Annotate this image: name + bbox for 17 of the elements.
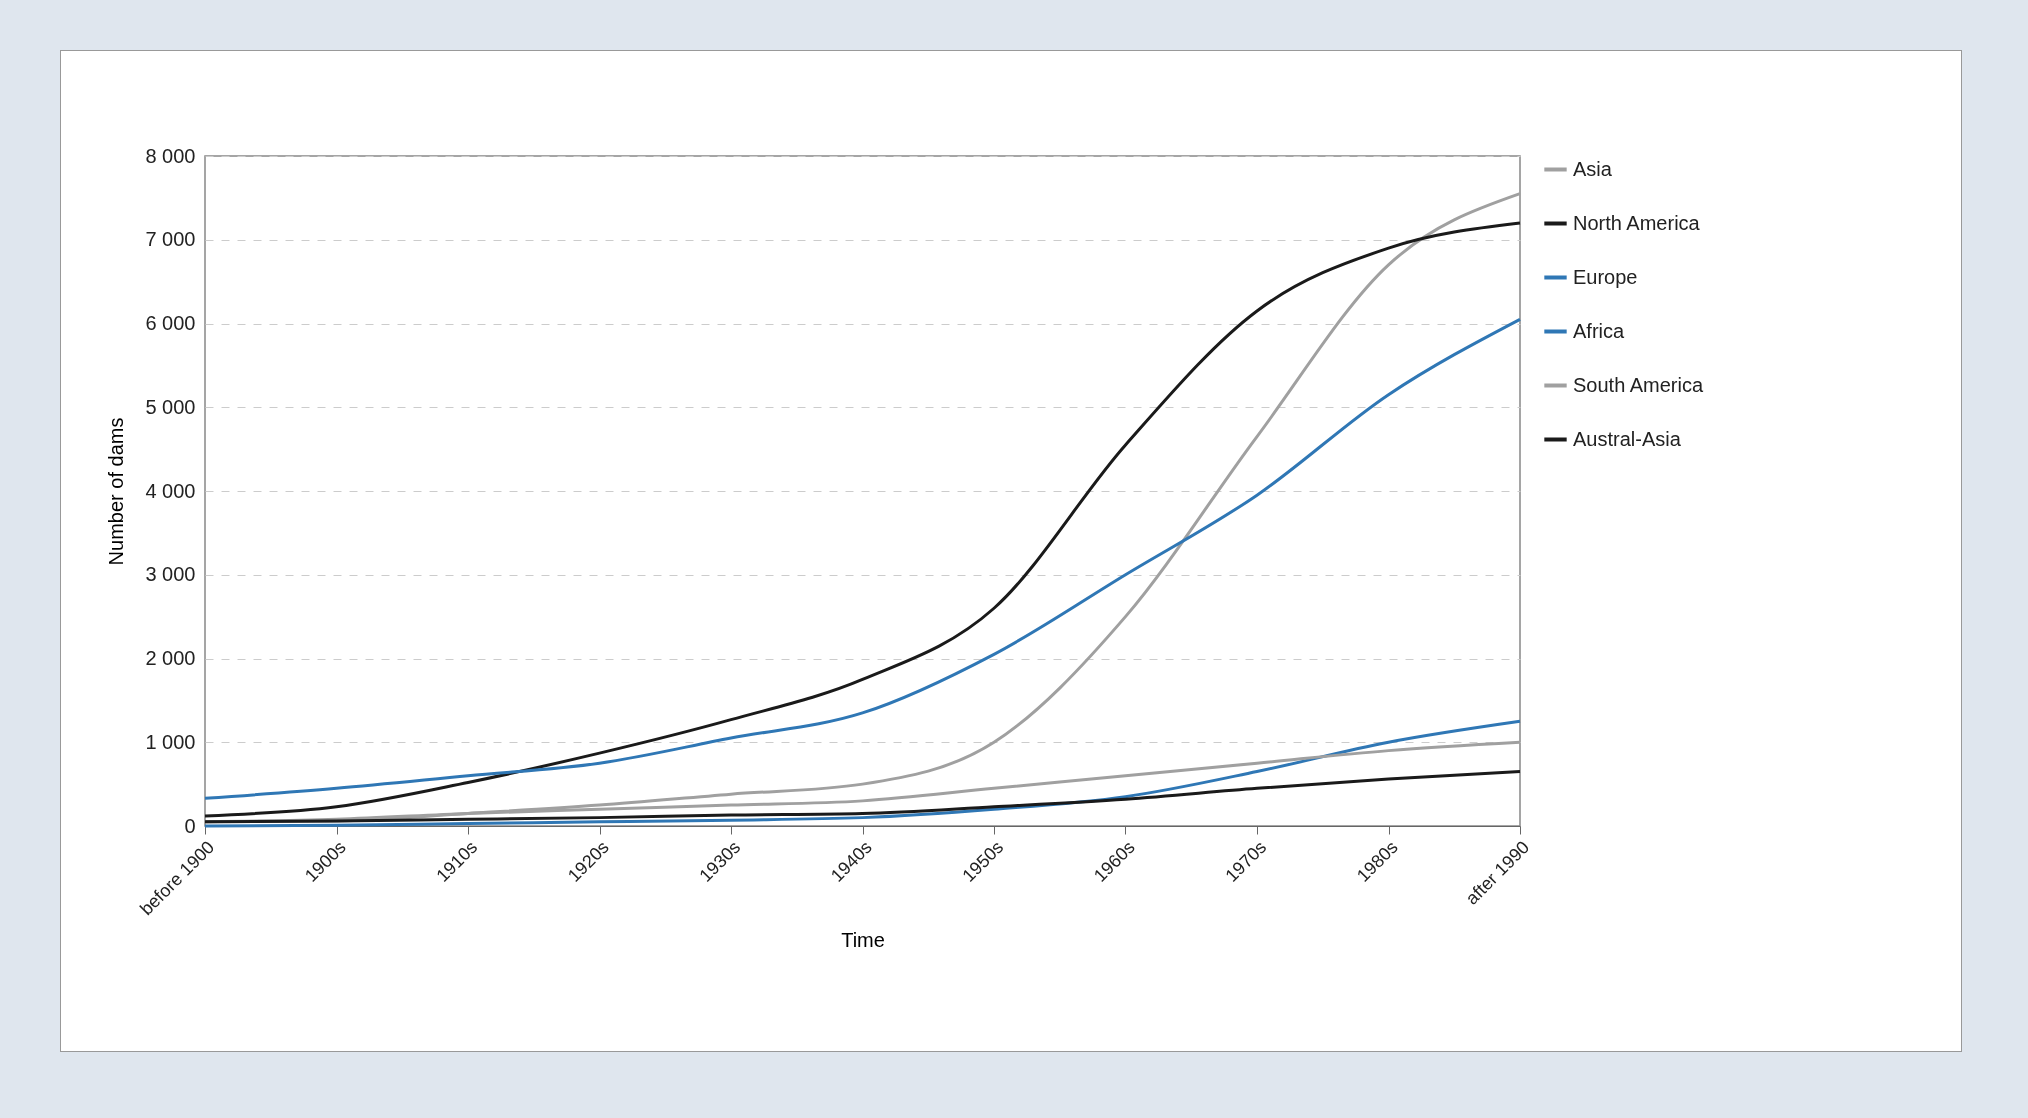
y-tick-label: 2 000 xyxy=(145,647,196,669)
legend-label: South America xyxy=(1573,373,1704,396)
y-tick-label: 1 000 xyxy=(145,730,196,753)
y-axis-title: Number of dams xyxy=(105,417,128,566)
legend-label: Africa xyxy=(1573,319,1625,342)
y-tick-label: 8 000 xyxy=(145,144,196,167)
legend-label: Asia xyxy=(1573,157,1613,180)
y-tick-label: 6 000 xyxy=(145,312,196,334)
y-tick-label: 7 000 xyxy=(145,228,196,251)
legend-label: Europe xyxy=(1573,265,1638,288)
legend-label: North America xyxy=(1573,211,1701,234)
y-tick-label: 4 000 xyxy=(145,479,196,502)
y-tick-label: 5 000 xyxy=(145,395,196,418)
y-tick-label: 0 xyxy=(184,814,196,837)
y-tick-label: 3 000 xyxy=(145,563,196,586)
legend-label: Austral-Asia xyxy=(1573,427,1682,450)
x-axis-title: Time xyxy=(841,929,885,952)
